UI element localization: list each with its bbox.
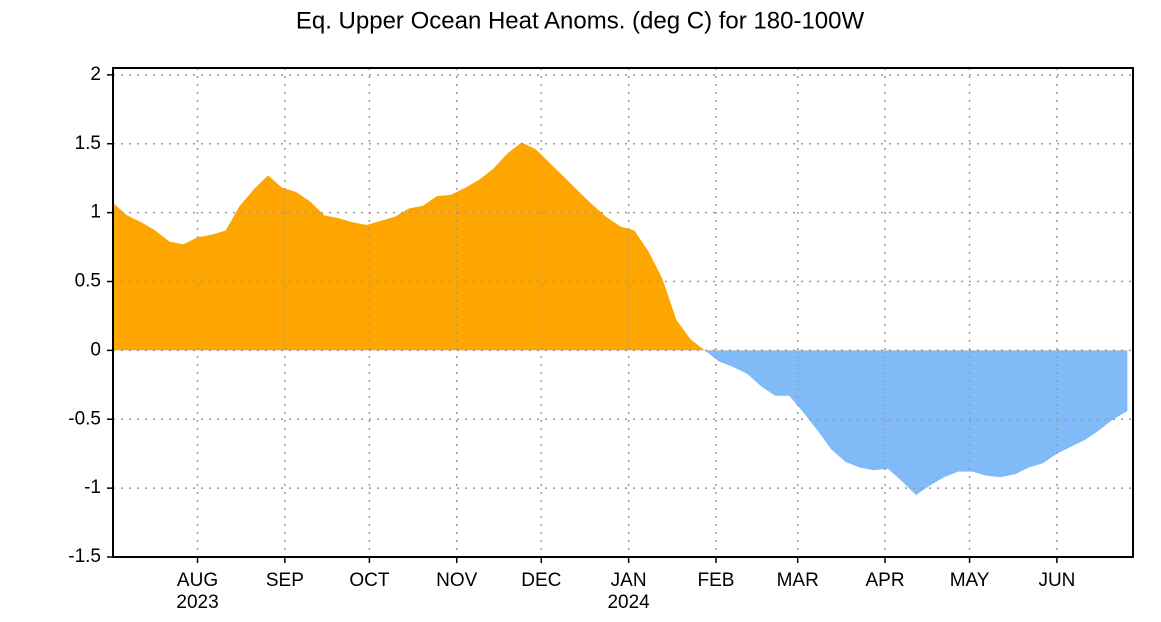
y-tick-label: 0.5	[75, 271, 101, 292]
x-tick-label: OCT	[349, 570, 390, 591]
x-tick-label: FEB	[698, 570, 735, 591]
plot-frame	[112, 67, 1134, 558]
x-tick-year: 2024	[607, 592, 650, 613]
x-tick-label: JUN	[1038, 570, 1075, 591]
x-tick-label: NOV	[436, 570, 478, 591]
y-tick-label: 1.5	[75, 133, 101, 154]
x-tick-label: DEC	[521, 570, 561, 591]
x-tick-label: APR	[866, 570, 905, 591]
y-tick-label: -1	[84, 477, 101, 498]
y-tick-label: -0.5	[68, 408, 101, 429]
x-tick-year: 2023	[176, 592, 218, 613]
x-tick-label: JAN	[611, 570, 647, 591]
x-tick-label: MAR	[777, 570, 819, 591]
chart-title: Eq. Upper Ocean Heat Anoms. (deg C) for …	[296, 7, 865, 34]
negative-area	[704, 350, 1128, 495]
x-tick-label: AUG	[177, 570, 218, 591]
x-tick-label: MAY	[950, 570, 990, 591]
x-tick-label: SEP	[266, 570, 304, 591]
y-tick-label: -1.5	[68, 546, 101, 567]
y-tick-label: 2	[90, 64, 101, 85]
y-tick-label: 0	[90, 339, 101, 360]
y-tick-label: 1	[90, 202, 101, 223]
positive-area	[113, 142, 1128, 351]
